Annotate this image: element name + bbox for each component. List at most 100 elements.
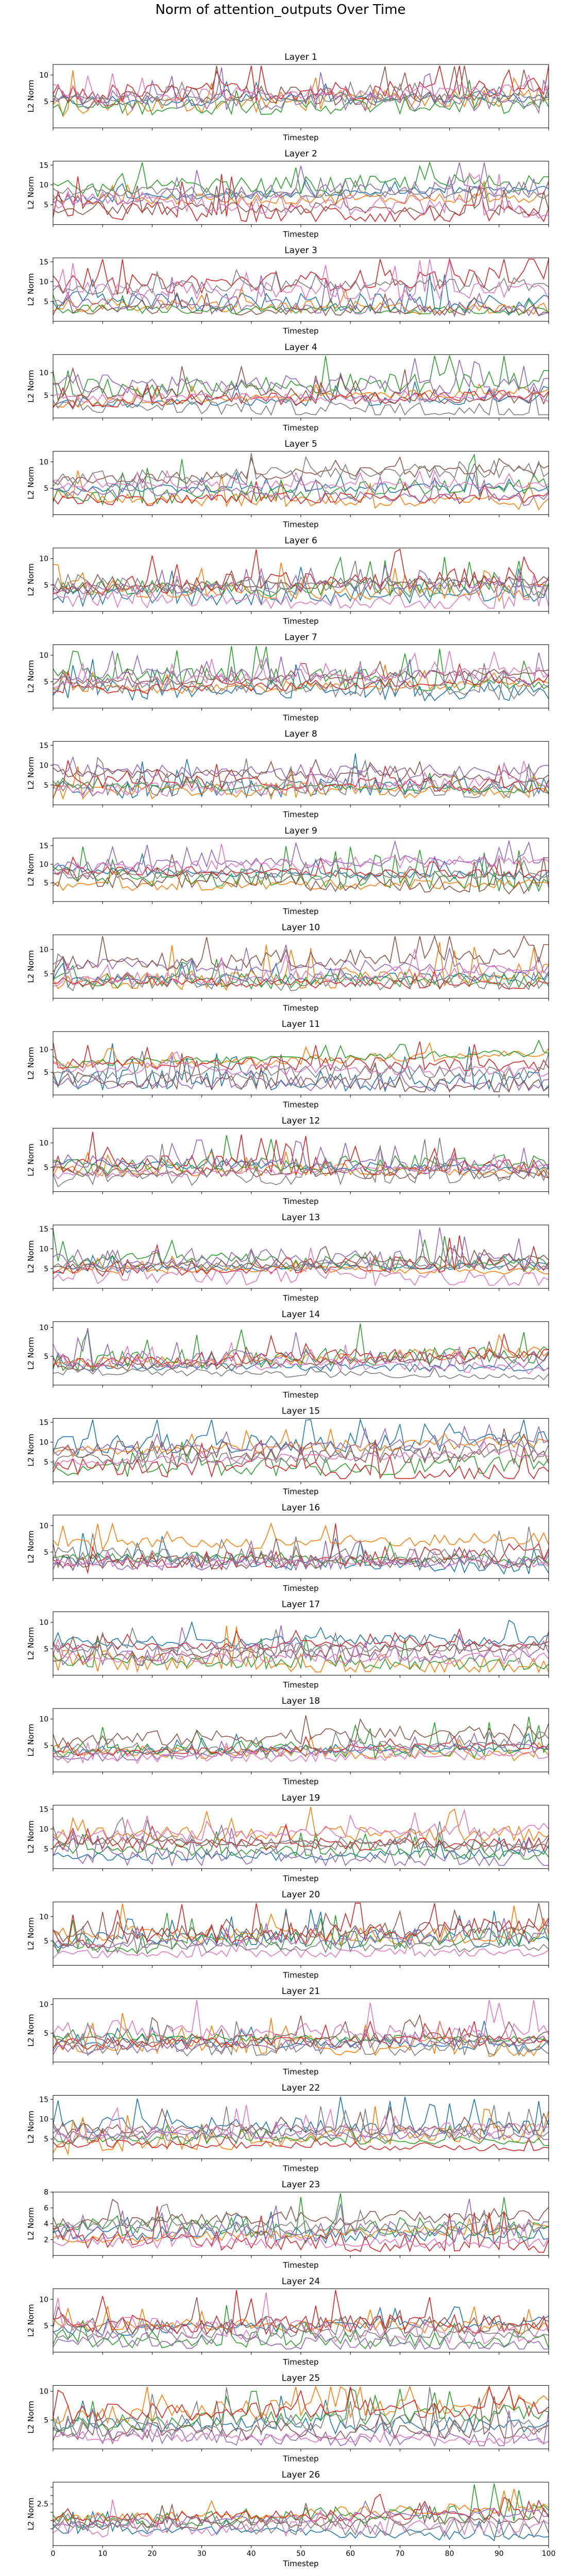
panel-title: Layer 15	[282, 1406, 320, 1416]
series-line	[53, 172, 549, 219]
x-tick-label: 100	[542, 2550, 556, 2558]
series-line	[53, 560, 549, 598]
series-line	[53, 2105, 549, 2143]
y-tick-label: 5	[44, 2030, 48, 2038]
y-tick-label: 15	[39, 258, 48, 267]
y-tick-label: 5	[44, 879, 48, 888]
series-line	[53, 1367, 549, 1381]
series-line	[53, 854, 549, 895]
series-line	[53, 1139, 549, 1173]
series-line	[53, 1903, 549, 1949]
y-tick-label: 5	[44, 581, 48, 590]
y-tick-label: 10	[39, 1139, 48, 1148]
y-tick-label: 10	[39, 2001, 48, 2009]
series-line	[53, 381, 549, 409]
y-tick-label: 10	[39, 72, 48, 80]
series-line	[53, 753, 549, 799]
y-tick-label: 5	[44, 1265, 48, 1273]
y-axis-label: L2 Norm	[26, 2498, 36, 2531]
series-line	[53, 1823, 549, 1852]
series-line	[53, 161, 549, 198]
x-axis-label: Timestep	[282, 1100, 318, 1109]
series-line	[53, 1806, 549, 1843]
y-tick-label: 10	[39, 860, 48, 869]
series-line	[53, 1051, 549, 1083]
x-tick-label: 40	[247, 2550, 256, 2558]
series-line	[53, 1533, 549, 1575]
series-line	[53, 1053, 549, 1093]
x-axis-label: Timestep	[282, 2261, 318, 2270]
x-axis-label: Timestep	[282, 1777, 318, 1786]
y-tick-label: 5	[44, 98, 48, 106]
series-line	[53, 469, 549, 490]
x-axis-label: Timestep	[282, 1003, 318, 1012]
y-tick-label: 10	[39, 181, 48, 190]
series-line	[53, 760, 549, 799]
series-line	[53, 2385, 549, 2425]
panel-title: Layer 22	[282, 2083, 320, 2093]
y-axis-label: L2 Norm	[26, 1531, 36, 1564]
y-tick-label: 5	[44, 1937, 48, 1946]
y-axis-label: L2 Norm	[26, 660, 36, 693]
y-tick-label: 10	[39, 1046, 48, 1054]
series-line	[53, 758, 549, 784]
y-tick-label: 15	[39, 742, 48, 750]
series-line	[53, 2510, 549, 2541]
series-line	[53, 1538, 549, 1569]
series-line	[53, 1235, 549, 1277]
x-axis-label: Timestep	[282, 1487, 318, 1496]
y-tick-label: 5	[44, 678, 48, 686]
y-tick-label: 4	[44, 2220, 48, 2229]
series-line	[53, 575, 549, 610]
series-line	[53, 2222, 549, 2249]
series-line	[53, 65, 549, 103]
x-axis-label: Timestep	[282, 1874, 318, 1883]
y-axis-label: L2 Norm	[26, 370, 36, 403]
series-line	[53, 1248, 549, 1287]
series-line	[53, 868, 549, 891]
series-line	[53, 1334, 549, 1369]
axes-frame	[53, 1515, 549, 1579]
series-line	[53, 960, 549, 988]
series-line	[53, 2388, 549, 2432]
y-tick-label: 5	[44, 1353, 48, 1361]
series-line	[53, 2500, 549, 2529]
series-line	[53, 949, 549, 987]
series-line	[53, 2483, 549, 2530]
series-line	[53, 470, 549, 511]
y-axis-label: L2 Norm	[26, 273, 36, 306]
x-tick-label: 90	[495, 2550, 504, 2558]
y-tick-label: 15	[39, 1225, 48, 1234]
series-line	[53, 1817, 549, 1853]
y-axis-label: L2 Norm	[26, 1627, 36, 1660]
series-line	[53, 1526, 549, 1569]
x-axis-label: Timestep	[282, 1970, 318, 1980]
series-line	[53, 1423, 549, 1456]
x-axis-label: Timestep	[282, 907, 318, 916]
x-tick-label: 70	[395, 2550, 404, 2558]
y-axis-label: L2 Norm	[26, 2110, 36, 2143]
series-line	[53, 1254, 549, 1274]
series-line	[53, 1245, 549, 1272]
series-line	[53, 65, 549, 107]
y-axis-label: L2 Norm	[26, 2014, 36, 2047]
series-line	[53, 935, 549, 972]
y-tick-label: 10	[39, 1913, 48, 1921]
y-tick-label: 15	[39, 1805, 48, 1814]
axes-frame	[53, 1224, 549, 1289]
y-tick-label: 5	[44, 392, 48, 400]
panel-title: Layer 26	[282, 2470, 320, 2480]
series-line	[53, 2203, 549, 2233]
series-line	[53, 162, 549, 206]
series-line	[53, 651, 549, 688]
series-line	[53, 2408, 549, 2447]
series-line	[53, 1731, 549, 1757]
panel-title: Layer 14	[282, 1309, 320, 1320]
series-line	[53, 1152, 549, 1180]
series-line	[53, 663, 549, 701]
y-tick-label: 2.5	[37, 2500, 48, 2508]
y-tick-label: 15	[39, 1419, 48, 1427]
panel-title: Layer 6	[284, 536, 317, 546]
x-axis-label: Timestep	[282, 520, 318, 529]
series-line	[53, 80, 549, 116]
